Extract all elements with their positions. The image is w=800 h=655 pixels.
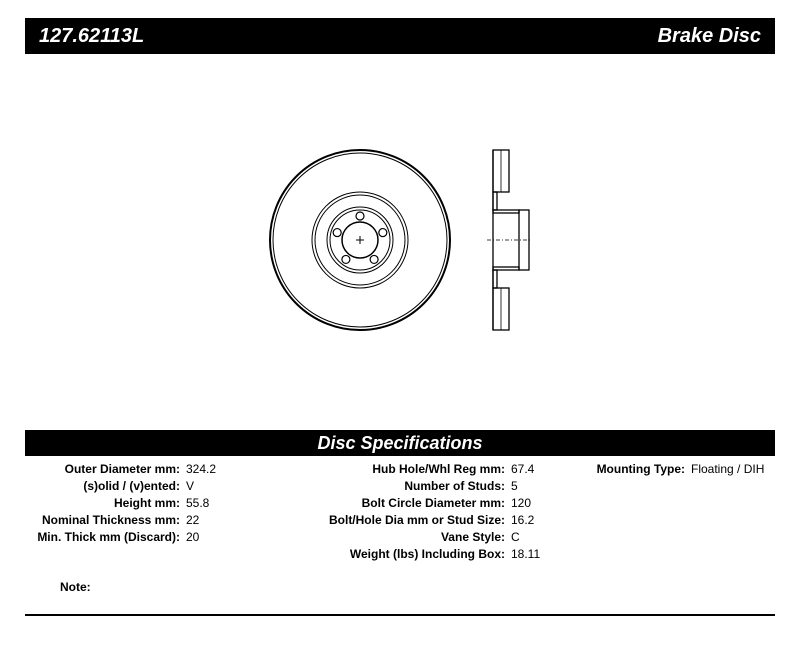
spec-label: Outer Diameter mm: bbox=[25, 462, 180, 476]
spec-col-1: Outer Diameter mm:324.2(s)olid / (v)ente… bbox=[25, 462, 295, 561]
spec-label: Nominal Thickness mm: bbox=[25, 513, 180, 527]
spec-value: 55.8 bbox=[180, 496, 209, 510]
diagram-area bbox=[0, 90, 800, 390]
spec-row: Vane Style:C bbox=[295, 530, 585, 544]
spec-label: Min. Thick mm (Discard): bbox=[25, 530, 180, 544]
spec-header: Disc Specifications bbox=[25, 430, 775, 456]
spec-label: Vane Style: bbox=[295, 530, 505, 544]
spec-row: Number of Studs:5 bbox=[295, 479, 585, 493]
spec-label: Mounting Type: bbox=[585, 462, 685, 476]
note-label: Note: bbox=[60, 580, 91, 594]
product-title: Brake Disc bbox=[658, 25, 761, 48]
spec-label: Bolt/Hole Dia mm or Stud Size: bbox=[295, 513, 505, 527]
spec-value: 22 bbox=[180, 513, 199, 527]
spec-row: Weight (lbs) Including Box:18.11 bbox=[295, 547, 585, 561]
spec-table: Outer Diameter mm:324.2(s)olid / (v)ente… bbox=[25, 462, 775, 561]
header-bar: 127.62113L Brake Disc bbox=[25, 18, 775, 54]
part-number: 127.62113L bbox=[39, 25, 144, 48]
spec-value: 120 bbox=[505, 496, 531, 510]
spec-value: 20 bbox=[180, 530, 199, 544]
spec-value: 16.2 bbox=[505, 513, 534, 527]
spec-value: C bbox=[505, 530, 520, 544]
spec-value: V bbox=[180, 479, 194, 493]
spec-label: Weight (lbs) Including Box: bbox=[295, 547, 505, 561]
spec-value: 5 bbox=[505, 479, 518, 493]
rotor-front-view bbox=[265, 145, 455, 335]
spec-label: Hub Hole/Whl Reg mm: bbox=[295, 462, 505, 476]
bottom-rule bbox=[25, 614, 775, 616]
spec-row: Hub Hole/Whl Reg mm:67.4 bbox=[295, 462, 585, 476]
spec-value: 324.2 bbox=[180, 462, 216, 476]
spec-value: 18.11 bbox=[505, 547, 540, 561]
spec-label: (s)olid / (v)ented: bbox=[25, 479, 180, 493]
spec-label: Height mm: bbox=[25, 496, 180, 510]
spec-row: Outer Diameter mm:324.2 bbox=[25, 462, 295, 476]
spec-row: Bolt/Hole Dia mm or Stud Size:16.2 bbox=[295, 513, 585, 527]
spec-label: Number of Studs: bbox=[295, 479, 505, 493]
spec-row: Mounting Type:Floating / DIH bbox=[585, 462, 775, 476]
spec-row: Min. Thick mm (Discard):20 bbox=[25, 530, 295, 544]
spec-value: Floating / DIH bbox=[685, 462, 764, 476]
spec-label: Bolt Circle Diameter mm: bbox=[295, 496, 505, 510]
spec-row: Height mm:55.8 bbox=[25, 496, 295, 510]
spec-value: 67.4 bbox=[505, 462, 534, 476]
spec-row: Bolt Circle Diameter mm:120 bbox=[295, 496, 585, 510]
spec-row: (s)olid / (v)ented:V bbox=[25, 479, 295, 493]
rotor-side-view bbox=[485, 145, 535, 335]
spec-row: Nominal Thickness mm:22 bbox=[25, 513, 295, 527]
spec-col-3: Mounting Type:Floating / DIH bbox=[585, 462, 775, 561]
spec-col-2: Hub Hole/Whl Reg mm:67.4Number of Studs:… bbox=[295, 462, 585, 561]
